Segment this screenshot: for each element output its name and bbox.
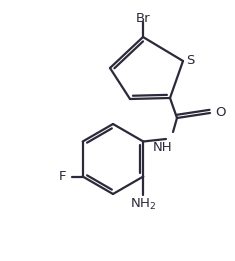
Text: F: F [59,170,67,183]
Text: NH$_2$: NH$_2$ [130,197,157,212]
Text: Br: Br [136,12,150,25]
Text: O: O [215,106,226,120]
Text: S: S [186,55,194,68]
Text: NH: NH [153,141,173,154]
